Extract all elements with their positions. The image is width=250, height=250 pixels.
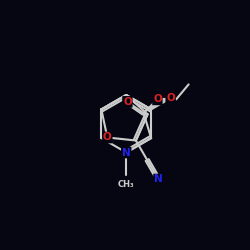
Text: O: O bbox=[123, 97, 132, 107]
Text: CH₃: CH₃ bbox=[118, 180, 134, 189]
Text: N: N bbox=[154, 174, 163, 184]
Text: O: O bbox=[103, 132, 112, 142]
Text: O: O bbox=[166, 93, 175, 103]
Text: O: O bbox=[153, 94, 162, 104]
Text: N: N bbox=[122, 148, 130, 158]
